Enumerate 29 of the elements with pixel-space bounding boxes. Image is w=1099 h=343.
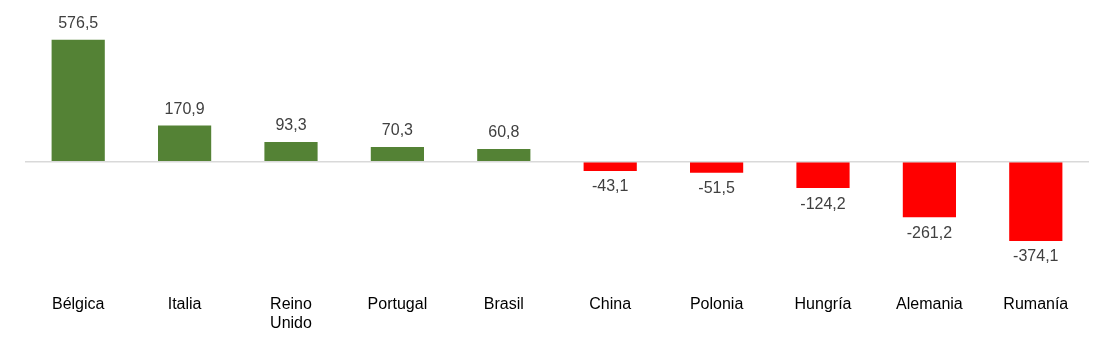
- data-label: -374,1: [1013, 247, 1059, 265]
- bar: [796, 161, 850, 189]
- bar: [902, 161, 956, 218]
- bar: [264, 142, 318, 162]
- x-tick-label: Rumanía: [1003, 294, 1069, 312]
- data-label: 93,3: [275, 116, 307, 134]
- data-label: -261,2: [906, 223, 953, 241]
- x-tick-label: Hungría: [794, 294, 852, 312]
- data-label: 576,5: [58, 14, 99, 32]
- x-tick-label: Brasil: [483, 294, 524, 312]
- bar: [1009, 161, 1063, 242]
- bar: [51, 39, 105, 162]
- bar: [370, 146, 424, 162]
- data-label: -43,1: [591, 177, 629, 195]
- x-tick-label: Italia: [167, 294, 202, 312]
- x-tick-label: Reino Unido: [270, 294, 312, 331]
- x-tick-label: Portugal: [367, 294, 428, 312]
- x-tick-label: Bélgica: [51, 294, 105, 312]
- bar: [158, 125, 212, 162]
- data-label: 60,8: [488, 123, 520, 141]
- bar: [690, 161, 744, 173]
- data-label: 70,3: [381, 121, 414, 139]
- data-label: -124,2: [800, 194, 846, 212]
- x-tick-label: Alemania: [896, 294, 963, 312]
- x-tick-label: Polonia: [689, 294, 744, 312]
- data-label: -51,5: [698, 179, 735, 197]
- data-label: 170,9: [164, 100, 205, 117]
- x-tick-label: China: [589, 294, 632, 312]
- bar: [477, 148, 531, 162]
